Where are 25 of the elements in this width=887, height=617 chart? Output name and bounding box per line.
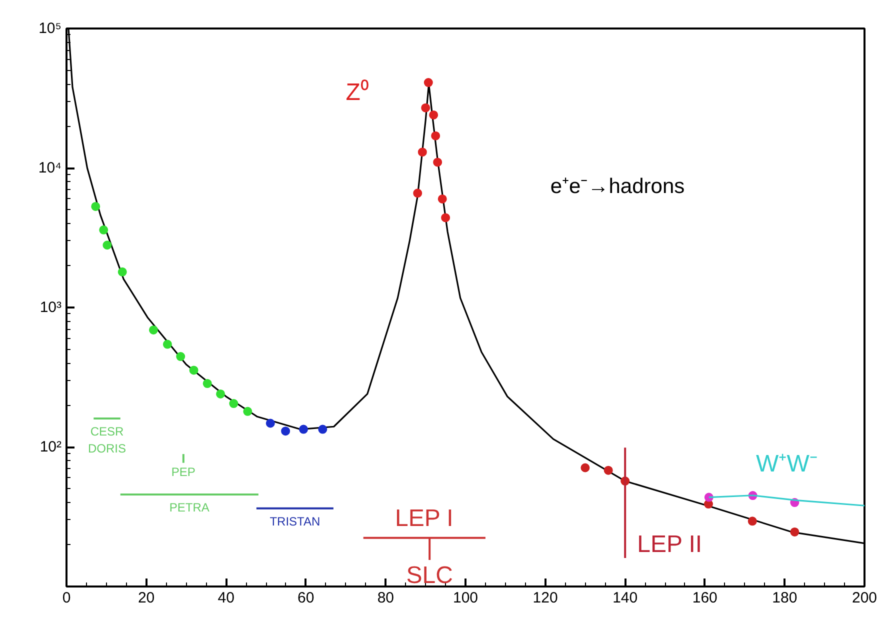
x-tick-label: 180 bbox=[772, 590, 798, 606]
y-tick-label: 10⁵ bbox=[38, 20, 62, 37]
series-label: LEP II bbox=[637, 531, 702, 558]
series-label: LEP I bbox=[395, 504, 454, 532]
y-tick-label: 10³ bbox=[40, 299, 62, 316]
x-tick-label: 0 bbox=[62, 590, 71, 606]
series-label: W⁺W⁻ bbox=[756, 450, 818, 478]
series-label: PETRA bbox=[169, 500, 210, 514]
series-label: SLC bbox=[406, 562, 453, 589]
x-tick-label: 200 bbox=[852, 590, 878, 606]
y-tick-label: 10² bbox=[40, 438, 62, 456]
x-tick-label: 20 bbox=[138, 590, 155, 606]
y-tick-label: 10⁴ bbox=[38, 160, 62, 176]
text: Z⁰ bbox=[346, 79, 368, 106]
x-tick-label: 40 bbox=[218, 590, 234, 606]
x-tick-label: 60 bbox=[298, 590, 314, 606]
x-tick-label: 160 bbox=[692, 590, 718, 606]
x-tick-label: 100 bbox=[452, 590, 478, 606]
series-label: CESR DORIS bbox=[88, 424, 126, 456]
x-tick-label: 120 bbox=[532, 590, 558, 606]
series-label: PEP bbox=[171, 464, 196, 479]
annotation: e⁺e⁻→hadrons bbox=[550, 175, 685, 198]
series-label: TRISTAN bbox=[270, 514, 320, 528]
x-tick-label: 80 bbox=[377, 590, 394, 606]
x-tick-label: 140 bbox=[612, 590, 638, 606]
